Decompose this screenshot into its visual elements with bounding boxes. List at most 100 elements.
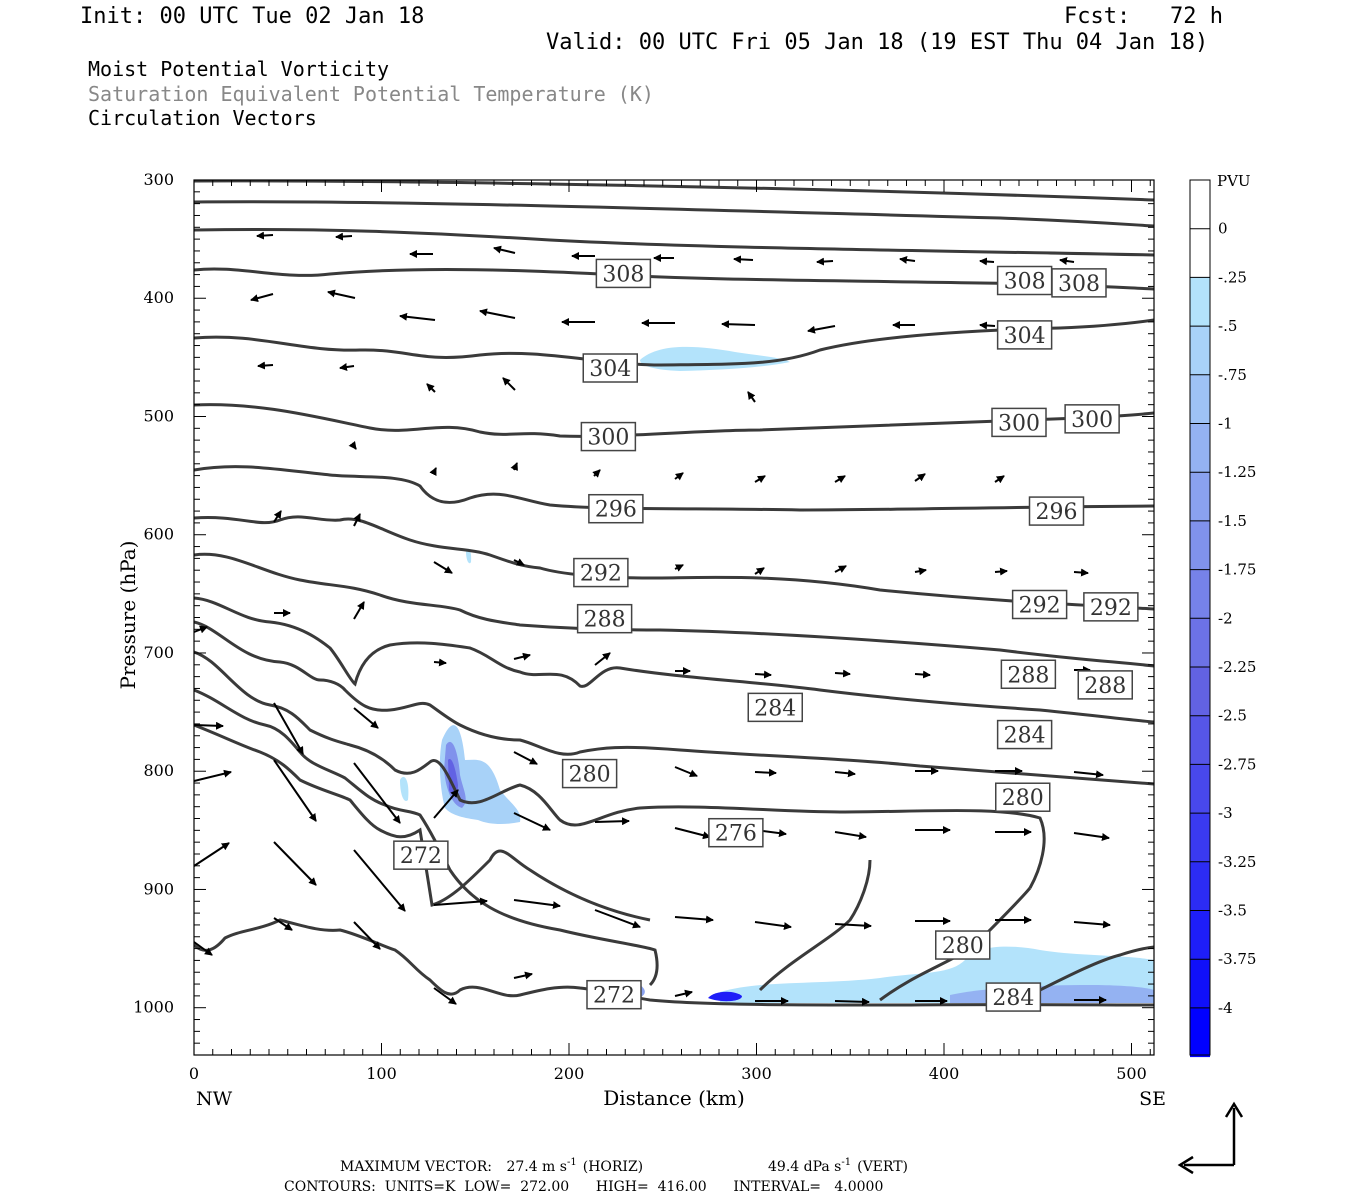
vector-arrow	[1073, 770, 1104, 779]
contour-label: 280	[995, 782, 1051, 812]
contour-line	[194, 465, 1154, 512]
svg-text:304: 304	[589, 357, 631, 382]
colorbar-swatch	[1190, 277, 1210, 327]
vector-arrow	[273, 702, 304, 755]
vector-arrow	[834, 565, 847, 573]
vector-arrow	[674, 989, 693, 998]
svg-text:272: 272	[593, 984, 635, 1009]
colorbar-swatch	[1190, 472, 1210, 522]
svg-text:280: 280	[942, 934, 984, 959]
contour-label: 288	[576, 603, 633, 634]
contour-label: 288	[1000, 659, 1057, 690]
contour-label: 308	[996, 265, 1053, 296]
x-end-label-left: NW	[196, 1088, 233, 1110]
vector-arrow	[594, 909, 641, 929]
vector-arrow	[194, 941, 213, 956]
circulation-vectors	[194, 231, 1111, 1006]
contour-label: 296	[1028, 496, 1085, 526]
vector-arrow	[257, 361, 274, 370]
vector-arrow	[250, 293, 274, 303]
pv-region-small-b	[466, 548, 472, 564]
contour-labels: 308 308 308 304 304 300 300 300 296 296 292 292 292 2…	[393, 258, 1139, 1012]
vector-arrow	[513, 558, 525, 566]
svg-text:284: 284	[992, 986, 1034, 1011]
svg-text:296: 296	[1036, 500, 1078, 525]
contour-label: 304	[996, 320, 1053, 350]
vector-arrow	[674, 827, 711, 840]
svg-text:292: 292	[580, 562, 622, 587]
colorbar-label: -3.25	[1218, 853, 1256, 871]
x-end-label-right: SE	[1139, 1088, 1166, 1110]
y-axis-label: Pressure (hPa)	[116, 541, 140, 690]
svg-text:284: 284	[754, 696, 796, 721]
vector-arrow	[433, 561, 453, 574]
svg-text:308: 308	[1058, 272, 1100, 297]
vector-arrow	[1073, 920, 1111, 929]
contour-label: 308	[595, 258, 652, 289]
svg-text:308: 308	[602, 262, 644, 287]
vector-arrow	[426, 383, 436, 393]
colorbar-label: -1.75	[1218, 561, 1256, 579]
vector-arrow	[754, 768, 777, 777]
y-tick-label: 400	[143, 288, 174, 307]
vector-arrow	[429, 467, 437, 477]
svg-text:288: 288	[1007, 663, 1049, 688]
vector-arrow	[721, 320, 756, 329]
colorbar-label: -2.25	[1218, 658, 1256, 676]
contour-line	[194, 552, 1154, 668]
vector-arrow	[353, 921, 381, 950]
colorbar-label: -2.75	[1218, 755, 1256, 773]
vector-arrow	[513, 971, 533, 980]
colorbar-label: -3.75	[1218, 950, 1256, 968]
vector-arrow	[754, 921, 792, 930]
vector-arrow	[899, 255, 916, 264]
colorbar-swatch	[1190, 667, 1210, 717]
colorbar-swatch	[1190, 423, 1210, 473]
vector-arrow	[353, 601, 365, 620]
vector-arrow	[194, 769, 232, 782]
svg-text:304: 304	[1004, 324, 1046, 349]
y-tick-label: 800	[143, 761, 174, 780]
max-vector-vert: 49.4 dPa s-1 (VERT)	[768, 1157, 908, 1175]
colorbar-label: -2.5	[1218, 707, 1247, 725]
contour-line	[758, 859, 872, 992]
pvu-colorbar: 0 -.25 -.5 -.75 -1 -1.25 -1.5 -1.75 -2 -2.25 -2.5 -…	[1189, 179, 1256, 1058]
field-title-vectors: Circulation Vectors	[88, 106, 317, 130]
colorbar-swatch	[1190, 618, 1210, 668]
vector-arrow	[674, 472, 684, 481]
contour-line	[194, 227, 1154, 257]
vector-arrow	[433, 987, 457, 1005]
vector-arrow	[754, 670, 772, 679]
y-tick-label: 600	[143, 525, 174, 544]
vector-arrow	[479, 308, 516, 319]
colorbar-label: 0	[1218, 220, 1228, 238]
colorbar-swatch	[1190, 569, 1210, 619]
vector-arrow	[194, 625, 208, 634]
contour-label: 276	[708, 817, 764, 848]
vector-arrow	[914, 473, 926, 482]
colorbar-label: -3.5	[1218, 902, 1247, 920]
vector-arrow	[592, 469, 601, 478]
contour-line	[1039, 945, 1154, 992]
colorbar-label: -1.25	[1218, 463, 1256, 481]
colorbar-label: -1.5	[1218, 512, 1247, 530]
contour-label: 296	[588, 493, 644, 524]
contour-line	[194, 200, 1154, 228]
vector-arrow	[834, 769, 856, 778]
vector-arrow	[834, 669, 851, 678]
vector-arrow	[674, 564, 684, 572]
vector-arrow	[834, 831, 867, 840]
svg-text:308: 308	[1004, 270, 1046, 295]
colorbar-swatch	[1190, 228, 1210, 278]
contour-line	[194, 515, 1154, 611]
field-title-theta: Saturation Equivalent Potential Temperat…	[88, 82, 654, 106]
vector-arrow	[914, 670, 931, 679]
vector-arrow	[353, 762, 401, 824]
colorbar-swatch	[1190, 959, 1210, 1009]
contour-line	[194, 180, 1154, 202]
pv-region-mid-core	[448, 759, 458, 795]
x-tick-label: 0	[189, 1064, 199, 1083]
colorbar-label: -1	[1218, 415, 1233, 433]
vector-arrow	[399, 312, 436, 321]
svg-text:280: 280	[1002, 786, 1044, 811]
